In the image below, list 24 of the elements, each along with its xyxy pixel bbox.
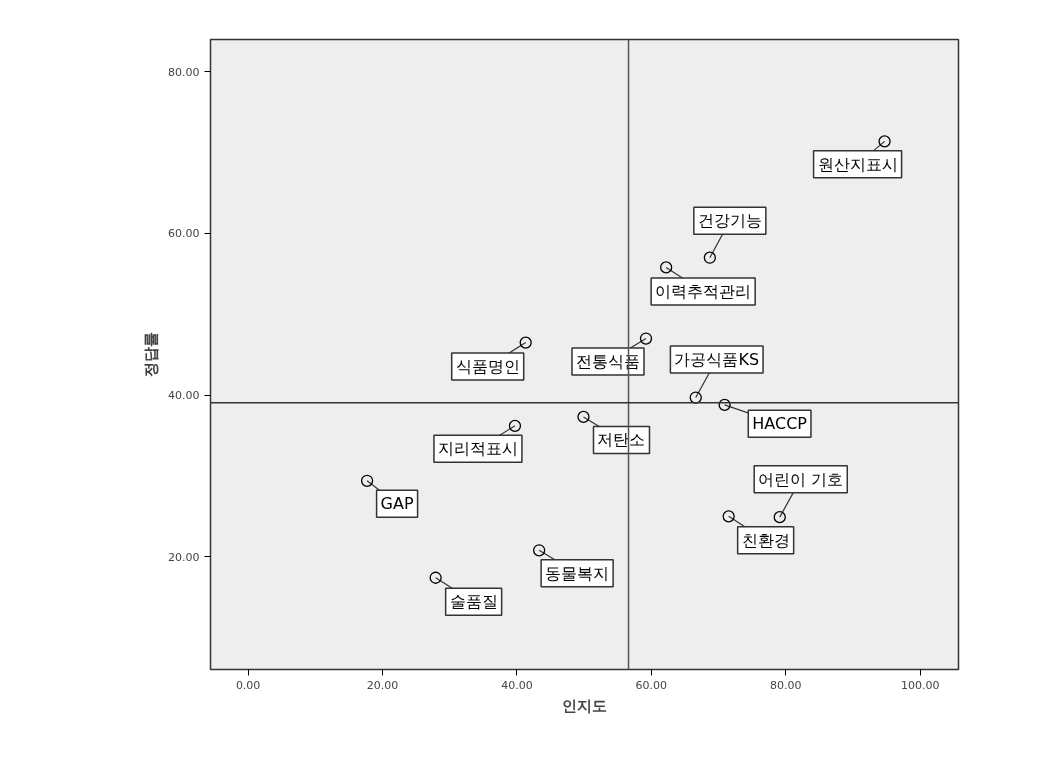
x-tick-label: 20.00 bbox=[366, 678, 399, 692]
x-tick-label: 80.00 bbox=[770, 678, 802, 692]
x-axis-title: 인지도 bbox=[562, 696, 607, 715]
x-tick-label: 100.00 bbox=[900, 678, 940, 692]
series-label: 가공식품KS bbox=[674, 350, 760, 370]
x-tick-label: 60.00 bbox=[635, 678, 668, 692]
y-tick-label: 40.00 bbox=[168, 389, 200, 403]
series-label: 친환경 bbox=[741, 530, 790, 550]
y-tick-label: 80.00 bbox=[168, 65, 200, 79]
series-label: 식품명인 bbox=[455, 357, 520, 377]
y-tick-label: 20.00 bbox=[168, 550, 200, 564]
series-label: GAP bbox=[380, 494, 414, 514]
series-label: 지리적표시 bbox=[437, 439, 518, 459]
series-label: HACCP bbox=[752, 414, 808, 434]
series-label: 건강기능 bbox=[697, 211, 762, 231]
series-label: 술품질 bbox=[449, 592, 498, 612]
x-tick-label: 40.00 bbox=[501, 678, 533, 692]
y-axis-title: 정답률 bbox=[142, 332, 161, 377]
series-label: 어린이 기호 bbox=[758, 469, 844, 489]
series-label: 이력추적관리 bbox=[655, 281, 752, 301]
x-tick-label: 0.00 bbox=[235, 678, 261, 692]
y-tick-label: 60.00 bbox=[168, 227, 200, 241]
series-label: 원산지표시 bbox=[817, 154, 898, 174]
series-label: 동물복지 bbox=[545, 563, 610, 583]
